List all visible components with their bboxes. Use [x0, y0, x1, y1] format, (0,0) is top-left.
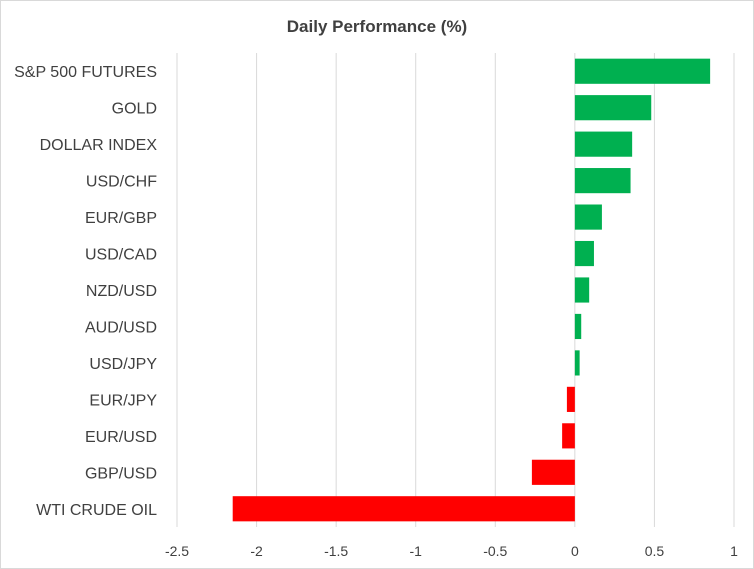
bar	[232, 496, 575, 522]
x-tick-label: 0.5	[645, 543, 665, 559]
bar	[574, 58, 711, 84]
bar	[566, 386, 575, 412]
x-axis-tick-labels: -2.5 -2 -1.5 -1 -0.5 0 0.5 1	[165, 543, 738, 559]
x-tick-label: 0	[571, 543, 579, 559]
bar	[531, 459, 575, 485]
category-label: GOLD	[112, 101, 157, 118]
category-label: S&P 500 FUTURES	[14, 64, 157, 81]
x-tick-label: -0.5	[483, 543, 507, 559]
x-tick-label: -2	[250, 543, 263, 559]
x-tick-label: -2.5	[165, 543, 189, 559]
category-label: USD/CAD	[85, 247, 157, 264]
category-label: EUR/JPY	[89, 392, 157, 409]
category-label: GBP/USD	[85, 465, 157, 482]
category-label: EUR/USD	[85, 429, 157, 446]
bar	[574, 131, 633, 157]
bar	[562, 423, 575, 449]
category-labels: S&P 500 FUTURES GOLD DOLLAR INDEX USD/CHF EU…	[14, 64, 157, 519]
bar	[574, 240, 594, 267]
x-tick-label: -1.5	[324, 543, 348, 559]
gridlines	[176, 53, 735, 527]
category-label: DOLLAR INDEX	[40, 137, 158, 154]
bar	[574, 168, 631, 194]
category-label: NZD/USD	[86, 283, 157, 300]
category-label: AUD/USD	[85, 319, 157, 336]
bar	[574, 350, 580, 376]
bar	[574, 313, 582, 340]
bar	[574, 277, 590, 303]
bar	[574, 95, 652, 121]
x-tick-label: -1	[409, 543, 422, 559]
category-label: WTI CRUDE OIL	[36, 502, 157, 519]
chart-title: Daily Performance (%)	[287, 17, 467, 36]
bar	[574, 204, 602, 230]
category-label: EUR/GBP	[85, 210, 157, 227]
bars	[232, 58, 711, 522]
category-label: USD/CHF	[86, 174, 157, 191]
x-tick-label: 1	[730, 543, 738, 559]
category-label: USD/JPY	[89, 356, 157, 373]
